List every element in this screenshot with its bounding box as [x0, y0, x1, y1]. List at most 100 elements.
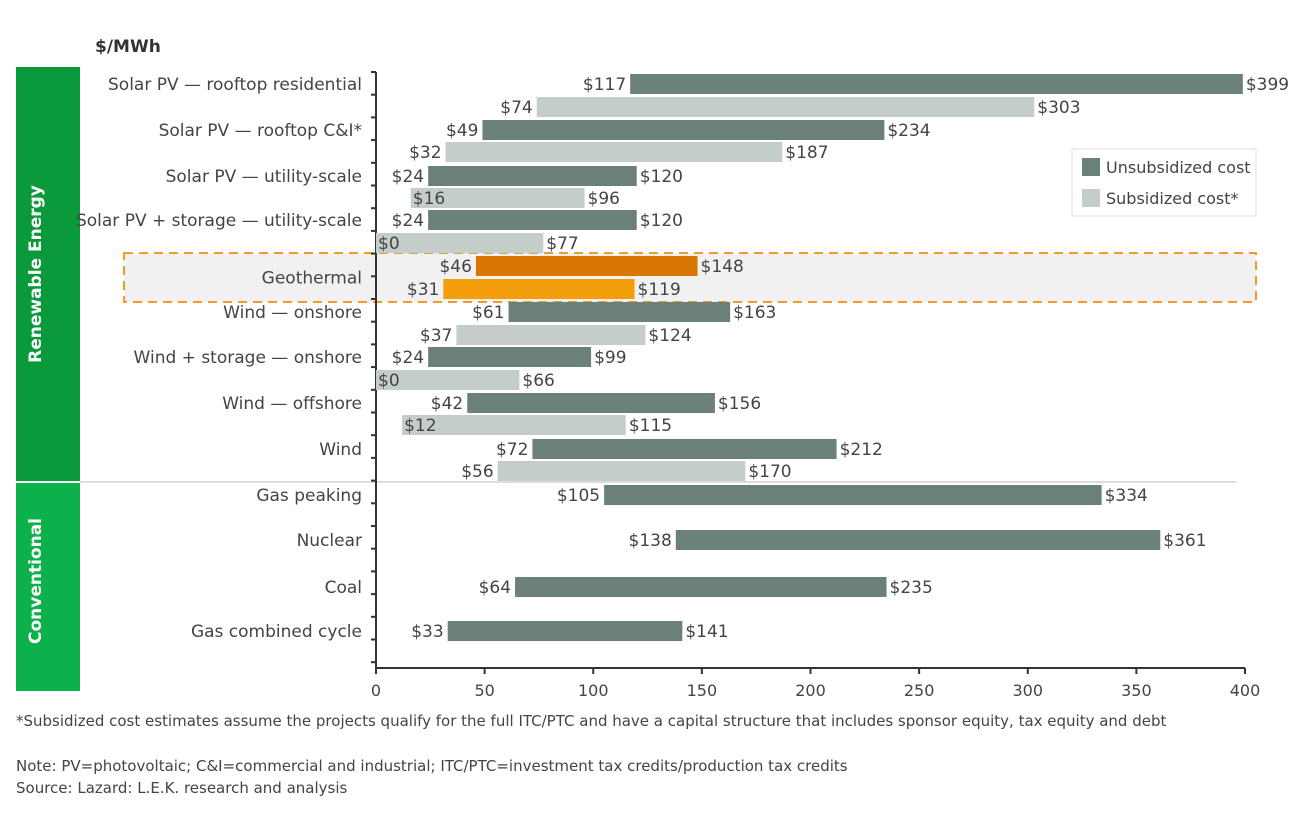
category-label: Wind — offshore — [222, 394, 362, 414]
group-band-conventional — [16, 483, 80, 691]
unsubsidized-low-label: $61 — [472, 303, 504, 323]
category-label: Wind — [319, 440, 362, 460]
unsubsidized-bar — [604, 485, 1102, 505]
unsubsidized-low-label: $33 — [411, 622, 443, 642]
category-label: Gas combined cycle — [191, 622, 362, 642]
subsidized-high-label: $303 — [1037, 98, 1080, 118]
unsubsidized-high-label: $234 — [887, 121, 930, 141]
footnote-note: Note: PV=photovoltaic; C&I=commercial an… — [16, 757, 848, 775]
category-label: Geothermal — [262, 269, 362, 289]
unsubsidized-high-label: $120 — [640, 167, 683, 187]
unsubsidized-low-label: $24 — [392, 348, 424, 368]
x-tick-label: 400 — [1230, 681, 1261, 700]
subsidized-bar — [445, 142, 783, 162]
category-label: Coal — [325, 578, 362, 598]
unsubsidized-bar — [428, 166, 637, 186]
x-tick-label: 50 — [474, 681, 494, 700]
subsidized-high-label: $119 — [638, 280, 681, 300]
subsidized-bar — [443, 279, 635, 299]
x-tick-label: 250 — [904, 681, 935, 700]
subsidized-low-label: $0 — [378, 234, 400, 254]
y-unit-label: $/MWh — [95, 37, 161, 57]
subsidized-bar — [410, 188, 585, 208]
unsubsidized-high-label: $163 — [733, 303, 776, 323]
subsidized-low-label: $32 — [409, 143, 441, 163]
subsidized-high-label: $124 — [648, 326, 691, 346]
category-label: Solar PV — utility-scale — [166, 167, 362, 187]
unsubsidized-high-label: $334 — [1105, 486, 1148, 506]
category-label: Wind — onshore — [223, 303, 362, 323]
legend-label-0: Unsubsidized cost — [1106, 158, 1251, 177]
legend-label-1: Subsidized cost* — [1106, 189, 1239, 208]
footnote-subsidized: *Subsidized cost estimates assume the pr… — [16, 712, 1167, 730]
footnote-source: Source: Lazard: L.E.K. research and anal… — [16, 779, 348, 797]
unsubsidized-low-label: $24 — [392, 211, 424, 231]
x-tick-label: 300 — [1012, 681, 1043, 700]
x-tick-label: 150 — [687, 681, 718, 700]
subsidized-low-label: $31 — [407, 280, 439, 300]
subsidized-bar — [376, 233, 544, 253]
unsubsidized-bar — [447, 621, 683, 641]
subsidized-low-label: $37 — [420, 326, 452, 346]
category-label: Solar PV + storage — utility-scale — [76, 211, 362, 231]
unsubsidized-low-label: $64 — [479, 578, 511, 598]
subsidized-bar — [376, 370, 520, 390]
category-label: Wind + storage — onshore — [134, 348, 362, 368]
subsidized-high-label: $115 — [629, 416, 672, 436]
unsubsidized-high-label: $141 — [685, 622, 728, 642]
unsubsidized-low-label: $138 — [629, 531, 672, 551]
unsubsidized-bar — [467, 393, 715, 413]
subsidized-high-label: $170 — [748, 462, 791, 482]
subsidized-low-label: $56 — [461, 462, 493, 482]
unsubsidized-bar — [515, 577, 887, 597]
category-label: Solar PV — rooftop residential — [108, 75, 362, 95]
subsidized-bar — [497, 461, 746, 481]
legend-swatch-0 — [1082, 158, 1100, 176]
unsubsidized-low-label: $24 — [392, 167, 424, 187]
unsubsidized-high-label: $99 — [594, 348, 626, 368]
category-label: Gas peaking — [256, 486, 362, 506]
legend-swatch-1 — [1082, 189, 1100, 207]
x-tick-label: 200 — [795, 681, 826, 700]
subsidized-low-label: $12 — [404, 416, 436, 436]
subsidized-low-label: $0 — [378, 371, 400, 391]
subsidized-bar — [402, 415, 626, 435]
subsidized-high-label: $96 — [588, 189, 620, 209]
group-band-renewable — [16, 67, 80, 481]
unsubsidized-high-label: $361 — [1163, 531, 1206, 551]
unsubsidized-bar — [630, 74, 1243, 94]
legend-box — [1071, 148, 1257, 217]
subsidized-high-label: $77 — [546, 234, 578, 254]
unsubsidized-low-label: $105 — [557, 486, 600, 506]
unsubsidized-low-label: $49 — [446, 121, 478, 141]
category-label: Nuclear — [297, 531, 362, 551]
unsubsidized-low-label: $72 — [496, 440, 528, 460]
unsubsidized-bar — [532, 439, 837, 459]
unsubsidized-bar — [428, 210, 637, 230]
subsidized-bar — [536, 97, 1035, 117]
x-tick-label: 350 — [1121, 681, 1152, 700]
unsubsidized-bar — [475, 256, 698, 276]
subsidized-low-label: $16 — [413, 189, 445, 209]
unsubsidized-bar — [675, 530, 1161, 550]
subsidized-high-label: $66 — [522, 371, 554, 391]
unsubsidized-high-label: $120 — [640, 211, 683, 231]
unsubsidized-bar — [508, 302, 731, 322]
unsubsidized-low-label: $117 — [583, 75, 626, 95]
unsubsidized-high-label: $156 — [718, 394, 761, 414]
unsubsidized-bar — [428, 347, 592, 367]
category-label: Solar PV — rooftop C&I* — [159, 121, 362, 141]
subsidized-high-label: $187 — [785, 143, 828, 163]
x-tick-label: 0 — [371, 681, 381, 700]
unsubsidized-high-label: $148 — [701, 257, 744, 277]
subsidized-bar — [456, 325, 646, 345]
group-label-conventional: Conventional — [26, 518, 46, 644]
subsidized-low-label: $74 — [500, 98, 532, 118]
x-tick-label: 100 — [578, 681, 609, 700]
unsubsidized-low-label: $46 — [439, 257, 471, 277]
unsubsidized-bar — [482, 120, 885, 140]
unsubsidized-high-label: $235 — [890, 578, 933, 598]
unsubsidized-high-label: $399 — [1246, 75, 1289, 95]
